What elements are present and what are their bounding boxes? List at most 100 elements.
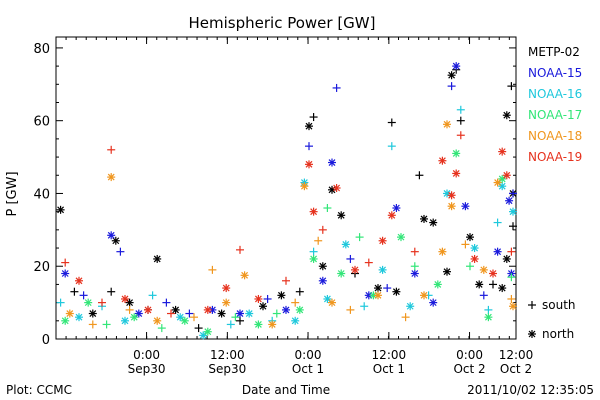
marker-stroke <box>319 262 327 270</box>
marker-stroke <box>392 288 400 296</box>
marker-stroke <box>259 302 267 310</box>
north-marker <box>75 313 83 322</box>
south-marker <box>332 83 341 92</box>
marker-stroke <box>254 295 262 303</box>
north-marker <box>217 309 226 318</box>
x-tick-label: 0:00 <box>456 348 483 362</box>
marker-stroke <box>448 71 456 79</box>
south-marker <box>461 240 470 249</box>
south-marker <box>125 305 134 314</box>
north-marker <box>452 169 461 178</box>
south-marker <box>466 262 474 271</box>
north-marker <box>291 316 300 325</box>
marker-stroke <box>282 306 290 314</box>
marker-stroke <box>480 266 488 274</box>
south-marker <box>401 313 410 322</box>
north-marker <box>328 158 336 167</box>
marker-stroke <box>429 299 437 307</box>
north-marker <box>484 313 493 322</box>
marker-stroke <box>172 306 180 314</box>
marker-stroke <box>438 248 446 256</box>
marker-stroke <box>411 270 419 277</box>
south-marker <box>346 254 355 263</box>
south-marker <box>479 291 488 300</box>
x-tick-label: 12:00 <box>210 348 245 362</box>
y-tick-label: 80 <box>33 42 50 57</box>
south-marker <box>410 247 419 256</box>
north-marker <box>144 305 152 314</box>
north-marker <box>447 202 456 211</box>
south-marker <box>167 309 175 318</box>
south-marker <box>318 225 327 234</box>
south-marker <box>456 131 465 140</box>
marker-stroke <box>509 208 517 216</box>
y-tick-label: 60 <box>33 115 50 130</box>
north-marker <box>295 305 304 314</box>
marker-stroke <box>319 277 327 285</box>
marker-stroke <box>489 270 497 277</box>
y-axis-label: P [GW] <box>5 171 20 216</box>
marker-stroke <box>461 202 469 210</box>
north-marker <box>309 254 318 263</box>
north-marker <box>509 302 517 311</box>
marker-legend-label: south <box>542 298 576 312</box>
north-marker <box>447 71 456 80</box>
marker-stroke <box>498 182 506 190</box>
north-marker <box>443 267 451 276</box>
series-noaa-15 <box>61 62 517 318</box>
marker-stroke <box>112 237 120 245</box>
marker-stroke <box>443 190 451 197</box>
south-marker <box>346 305 355 314</box>
north-marker <box>171 305 180 314</box>
north-marker <box>180 316 189 325</box>
marker-stroke <box>328 299 336 307</box>
north-marker <box>498 284 507 293</box>
legend: METP-02 NOAA-15 NOAA-16 NOAA-17 NOAA-18 NOAA-… <box>528 45 582 164</box>
marker-stroke <box>420 215 428 223</box>
north-marker <box>121 294 129 303</box>
marker-stroke <box>337 270 345 277</box>
south-marker <box>236 245 244 254</box>
series-metp-02 <box>56 65 517 333</box>
marker-stroke <box>528 330 536 338</box>
north-marker <box>332 184 341 192</box>
x-tick-date-label: Oct 2 <box>453 362 485 376</box>
north-marker <box>505 196 514 205</box>
x-tick-date-label: Oct 1 <box>292 362 324 376</box>
data-markers <box>56 62 517 340</box>
north-marker <box>475 280 484 289</box>
plot-timestamp: 2011/10/02 12:35:05 <box>467 383 594 397</box>
north-marker <box>498 147 507 156</box>
marker-stroke <box>503 111 511 119</box>
marker-stroke <box>333 184 341 192</box>
north-marker <box>410 269 419 278</box>
north-marker <box>420 291 428 300</box>
south-marker <box>79 291 88 300</box>
south-marker <box>364 258 373 267</box>
plot-frame <box>55 36 517 340</box>
marker-stroke <box>305 122 313 130</box>
marker-stroke <box>268 321 276 328</box>
south-marker <box>116 247 125 256</box>
marker-stroke <box>323 295 331 303</box>
south-marker <box>456 116 465 125</box>
south-marker <box>387 118 396 127</box>
marker-stroke <box>107 231 115 239</box>
north-marker <box>438 156 447 165</box>
marker-stroke <box>75 313 83 321</box>
marker-stroke <box>429 219 437 226</box>
south-marker <box>489 280 497 289</box>
south-marker <box>56 298 65 307</box>
marker-stroke <box>75 277 83 285</box>
marker-stroke <box>452 62 460 70</box>
north-marker <box>309 207 318 216</box>
north-marker <box>489 269 497 278</box>
marker-legend: south north <box>528 298 576 341</box>
south-marker <box>309 247 318 256</box>
north-marker <box>493 178 502 187</box>
north-marker <box>259 302 267 311</box>
legend-entry: METP-02 <box>528 45 580 59</box>
marker-stroke <box>254 321 262 328</box>
north-marker <box>443 120 451 129</box>
north-marker <box>378 265 387 274</box>
